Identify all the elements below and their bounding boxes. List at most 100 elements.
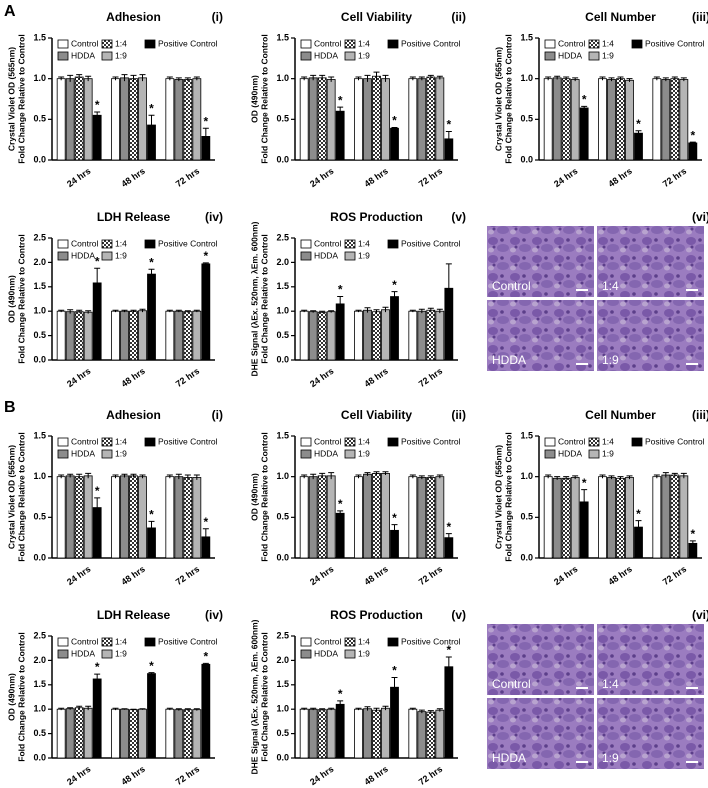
legend-swatch xyxy=(588,39,600,49)
bar xyxy=(679,475,689,559)
bar xyxy=(174,310,184,361)
x-tick-label: 48 hrs xyxy=(119,764,146,787)
legend-label: 1:9 xyxy=(115,250,127,260)
x-tick-label: 48 hrs xyxy=(362,366,389,389)
y-axis-label: Fold Change Relative to Control xyxy=(503,34,513,163)
chart: Adhesion (i) Crystal Violet OD (565nm) Fold… xyxy=(6,408,223,587)
legend-swatch xyxy=(57,251,69,261)
panel-number: (i) xyxy=(212,10,223,24)
bar xyxy=(363,708,372,759)
error-bar xyxy=(599,474,606,479)
legend-swatch xyxy=(588,51,600,61)
legend-swatch xyxy=(344,649,356,659)
bar xyxy=(65,78,75,161)
bar xyxy=(83,707,93,759)
legend-label: 1:4 xyxy=(358,38,370,48)
error-bar xyxy=(364,74,371,82)
error-bar xyxy=(626,475,633,480)
chart: Cell Number (iii) Crystal Violet OD (565nm… xyxy=(493,408,708,587)
bar xyxy=(598,78,607,161)
panel-number: (iii) xyxy=(692,10,708,24)
micrograph xyxy=(487,624,594,695)
bar xyxy=(625,79,634,161)
error-bar xyxy=(58,309,65,313)
micrograph xyxy=(487,300,594,371)
y-tick-label: 0.0 xyxy=(276,552,289,562)
significance-marker: * xyxy=(95,254,100,268)
error-bar xyxy=(680,472,687,479)
error-bar xyxy=(364,472,371,476)
bar xyxy=(138,310,147,361)
significance-marker: * xyxy=(338,687,343,701)
bar xyxy=(165,78,175,161)
error-bar xyxy=(319,74,326,81)
error-bar xyxy=(184,310,191,313)
error-bar xyxy=(310,473,317,480)
bar xyxy=(408,476,418,559)
significance-marker: * xyxy=(338,497,343,511)
bar xyxy=(381,309,390,361)
chart: LDH Release (iv) OD (490nm) Fold Change Rel… xyxy=(6,210,223,389)
bar xyxy=(120,310,129,361)
y-axis-label: Crystal Violet OD (565nm) xyxy=(6,47,16,151)
error-bar xyxy=(166,707,173,711)
x-tick-label: 48 hrs xyxy=(362,564,389,587)
error-bar xyxy=(391,126,398,130)
bar xyxy=(120,475,129,559)
y-axis-label: OD (490nm) xyxy=(249,473,259,521)
error-bar xyxy=(148,672,155,675)
legend-label: HDDA xyxy=(314,50,338,60)
bar xyxy=(74,476,84,559)
error-bar xyxy=(328,76,335,82)
bar xyxy=(65,708,75,759)
error-bar xyxy=(139,474,146,479)
legend-label: Control xyxy=(314,238,342,248)
error-bar xyxy=(572,475,579,480)
error-bar xyxy=(175,77,182,82)
significance-marker: * xyxy=(636,117,641,131)
error-bar xyxy=(445,131,452,147)
panel-label: A xyxy=(4,3,16,20)
x-tick-label: 72 hrs xyxy=(661,564,688,587)
bar xyxy=(111,476,120,559)
y-tick-label: 0.5 xyxy=(33,512,46,522)
bar xyxy=(129,78,138,161)
bar xyxy=(616,477,625,559)
error-bar xyxy=(76,473,83,480)
y-tick-label: 2.5 xyxy=(33,630,46,640)
error-bar xyxy=(373,707,380,713)
bar xyxy=(607,79,616,161)
x-tick-label: 72 hrs xyxy=(417,366,444,389)
error-bar xyxy=(301,474,308,479)
y-tick-label: 2.5 xyxy=(33,232,46,242)
chart: ROS Production (v) DHE Signal (λEx. 520nm,… xyxy=(249,210,466,389)
chart-title: Cell Number xyxy=(585,10,656,24)
error-bar xyxy=(545,76,552,81)
error-bar xyxy=(319,472,326,479)
significance-marker: * xyxy=(149,508,154,522)
error-bar xyxy=(94,497,101,518)
bar xyxy=(317,77,327,161)
error-bar xyxy=(445,263,452,313)
bar xyxy=(308,311,318,361)
x-tick-label: 24 hrs xyxy=(65,764,92,787)
bar xyxy=(661,474,671,559)
error-bar xyxy=(355,707,362,711)
bar xyxy=(634,132,643,161)
legend-swatch xyxy=(144,437,156,447)
error-bar xyxy=(409,309,416,313)
error-bar xyxy=(418,76,425,81)
x-tick-label: 24 hrs xyxy=(308,564,335,587)
y-tick-label: 2.5 xyxy=(276,232,289,242)
y-tick-label: 1.5 xyxy=(276,32,289,42)
y-axis-label: Crystal Violet OD (565nm) xyxy=(6,445,16,549)
bar xyxy=(363,78,372,161)
bar xyxy=(381,707,390,759)
legend-swatch xyxy=(144,39,156,49)
legend-label: Positive Control xyxy=(401,436,461,446)
error-bar xyxy=(427,475,434,480)
x-tick-label: 24 hrs xyxy=(552,166,579,189)
error-bar xyxy=(445,656,452,677)
bar xyxy=(138,708,147,759)
